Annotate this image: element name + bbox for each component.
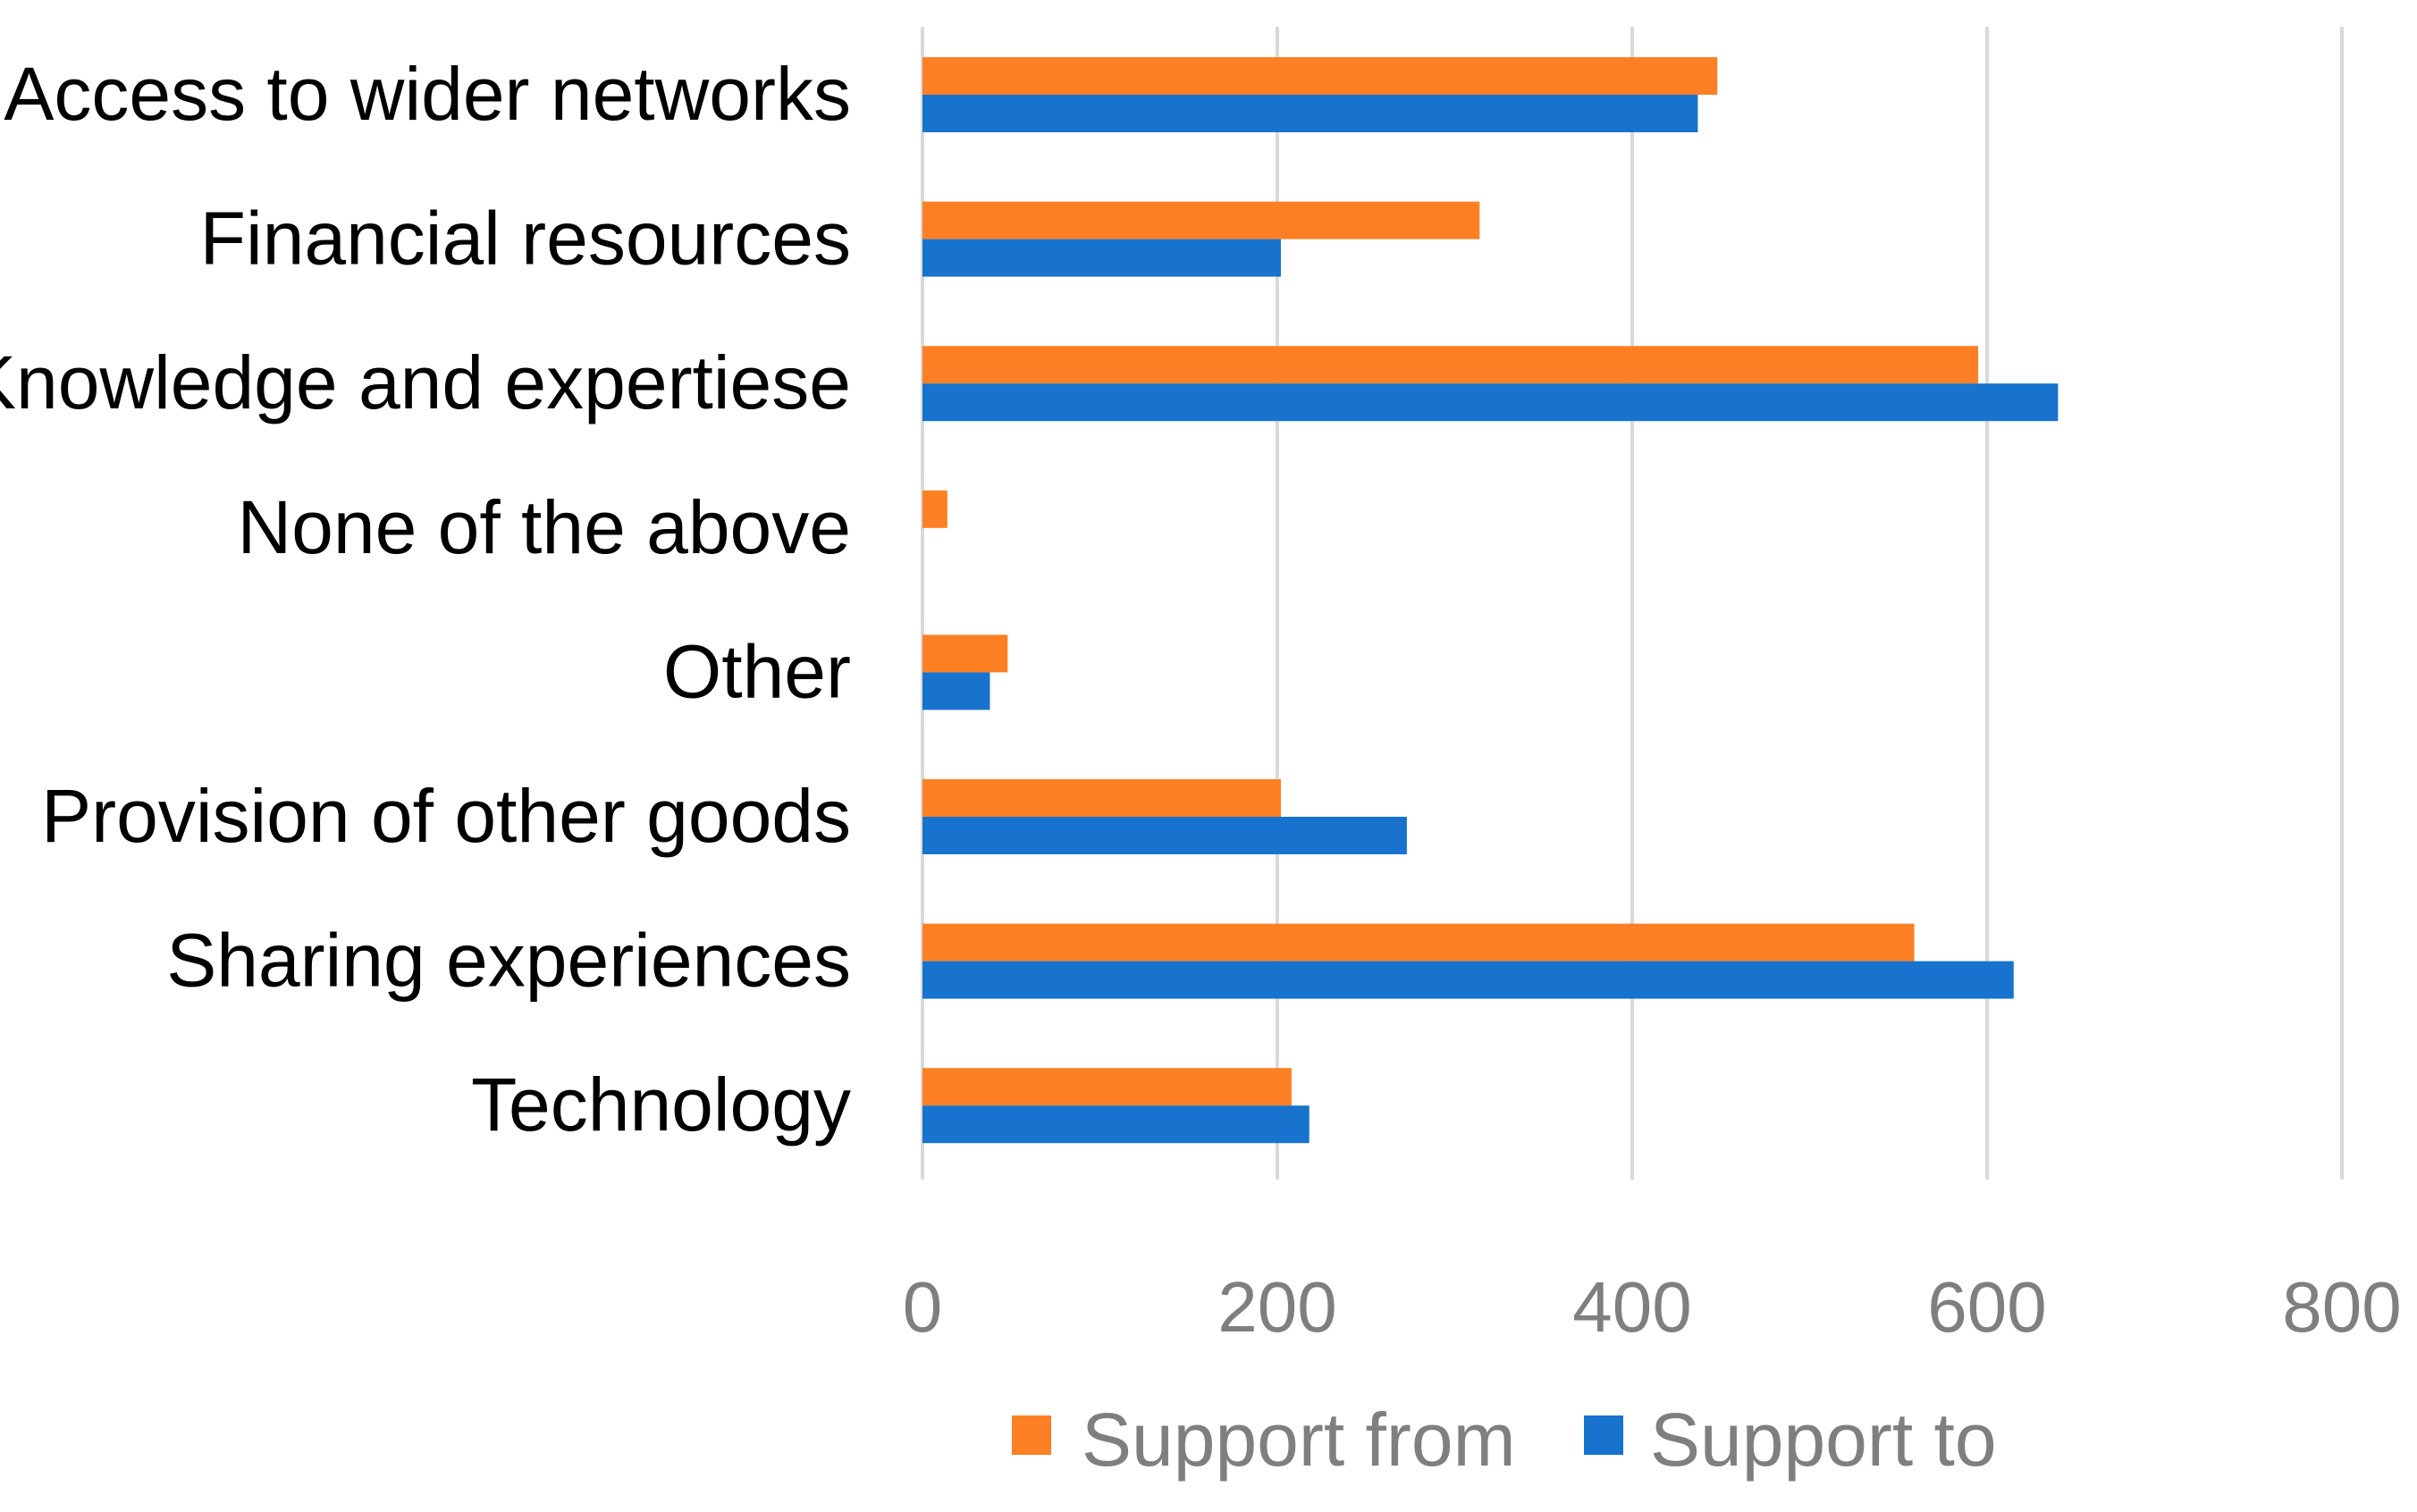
x-axis-tick-labels: 0 200 400 600 800	[903, 1267, 2402, 1347]
gridlines	[921, 27, 2344, 1180]
category-label: Sharing experiences	[166, 919, 851, 1003]
bar-support-from	[922, 57, 1718, 95]
category-label: Financial resources	[200, 197, 851, 281]
bar-support-from	[922, 923, 1915, 962]
category-label: Technology	[471, 1063, 851, 1147]
bars	[922, 57, 2059, 1144]
category-label: Access to wider networks	[4, 52, 851, 136]
bar-support-to	[922, 95, 1698, 132]
bar-support-from	[922, 779, 1281, 817]
bar-support-from	[922, 490, 947, 528]
bar-support-to	[922, 239, 1281, 277]
x-tick-label: 0	[903, 1267, 943, 1347]
bar-support-to	[922, 1105, 1310, 1144]
bar-support-to	[922, 383, 2059, 422]
legend-label: Support to	[1650, 1398, 1997, 1482]
category-label: None of the above	[237, 485, 851, 569]
bar-support-to	[922, 817, 1407, 854]
bar-support-from	[922, 1068, 1292, 1106]
bar-support-from	[922, 201, 1480, 239]
category-label: Other	[663, 629, 851, 713]
legend-label: Support from	[1082, 1398, 1516, 1482]
legend-swatch	[1584, 1415, 1623, 1455]
bar-support-from	[922, 634, 1008, 673]
category-label: Knowledge and expertiese	[0, 340, 851, 424]
bar-support-from	[922, 346, 1979, 384]
legend: Support from Support to	[1012, 1398, 1997, 1482]
x-tick-label: 400	[1572, 1267, 1691, 1347]
x-tick-label: 600	[1927, 1267, 2046, 1347]
x-tick-label: 800	[2282, 1267, 2401, 1347]
category-label: Provision of other goods	[41, 774, 851, 858]
bar-support-to	[922, 672, 990, 710]
category-labels: Access to wider networks Financial resour…	[0, 52, 851, 1147]
x-tick-label: 200	[1217, 1267, 1336, 1347]
legend-swatch	[1012, 1415, 1051, 1455]
bar-support-to	[922, 961, 2014, 999]
